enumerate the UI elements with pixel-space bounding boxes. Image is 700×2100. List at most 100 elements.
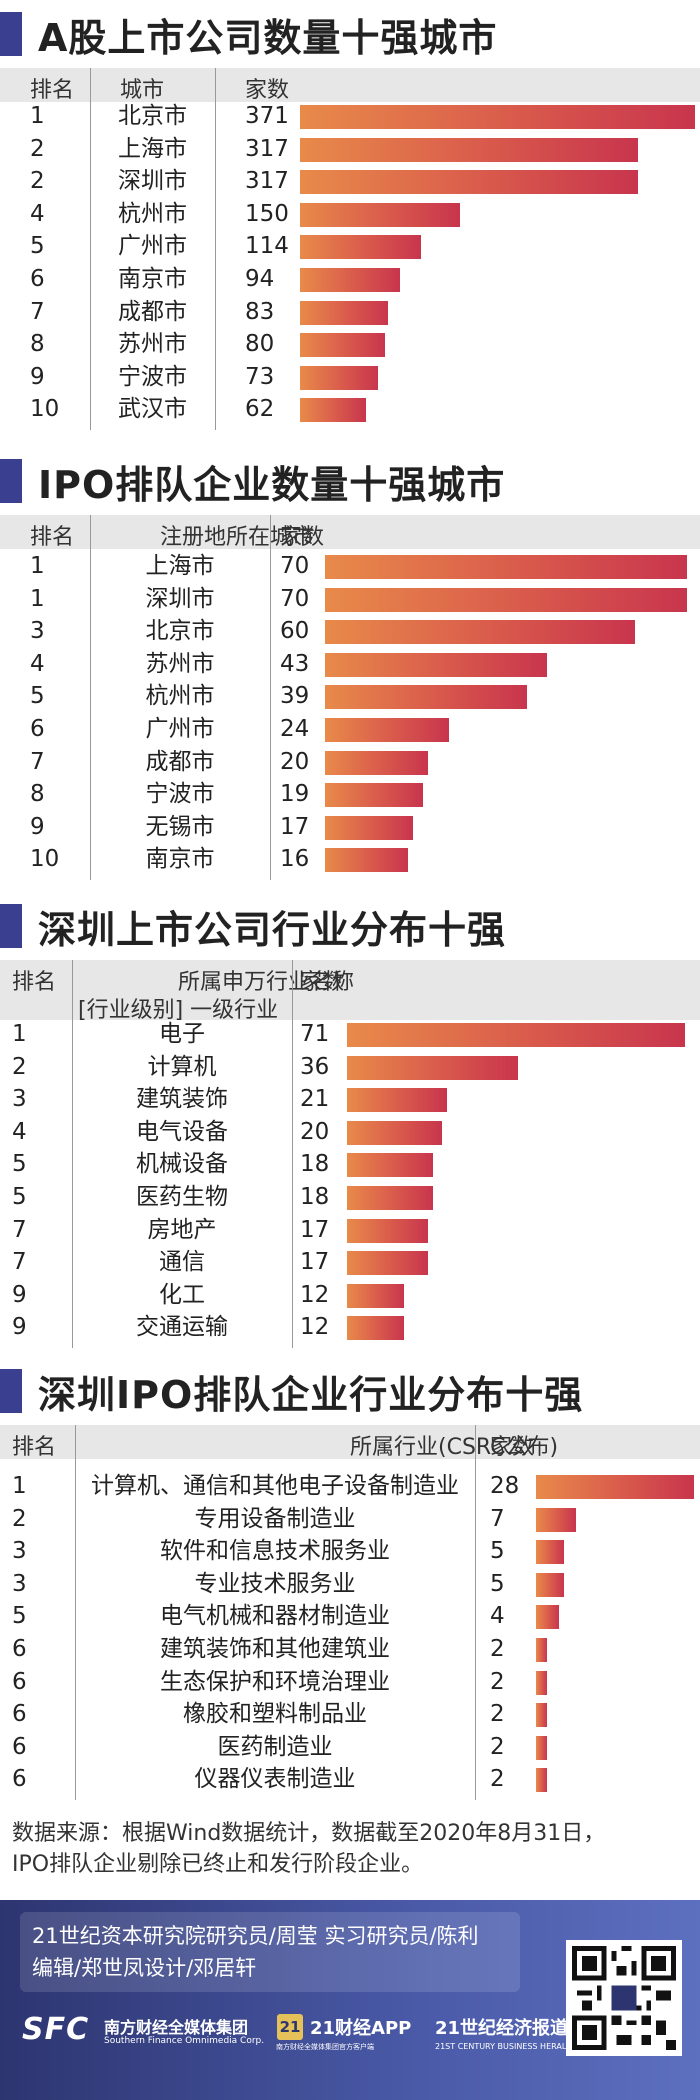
value-label: 317: [245, 135, 289, 162]
rank-cell: 1: [12, 1021, 27, 1047]
rank-cell: 3: [12, 1570, 27, 1597]
bar-mark: [347, 1186, 433, 1210]
bar-mark: [347, 1283, 405, 1308]
value-label: 2: [490, 1733, 505, 1760]
column-divider: [90, 515, 91, 880]
rank-cell: 5: [12, 1603, 27, 1630]
table-row: 7 成都市 20: [0, 746, 700, 778]
value-label: 73: [245, 363, 275, 390]
sfc-name-en: Southern Finance Omnimedia Corp.: [104, 2036, 265, 2046]
category-label: 杭州市: [145, 683, 215, 710]
value-label: 60: [280, 618, 310, 645]
category-label: 电气机械和器材制造业: [160, 1603, 390, 1630]
category-label: 电子: [159, 1021, 205, 1047]
table-row: 1 深圳市 70: [0, 583, 700, 615]
value-label: 17: [300, 1249, 330, 1276]
bar-mark: [536, 1670, 548, 1695]
header-name: 注册地所在城市: [160, 525, 315, 550]
credit-line-2: 编辑/郑世凤设计/邓居轩: [32, 1956, 257, 1980]
bar-mark: [325, 555, 687, 579]
category-label: 苏州市: [118, 331, 187, 358]
table-header-row: 排名 注册地所在城市 家数: [0, 515, 700, 550]
herald-name-en: 21ST CENTURY BUSINESS HERALD: [435, 2042, 573, 2051]
category-label: 成都市: [118, 298, 187, 325]
header-count: 家数: [245, 78, 290, 103]
value-label: 62: [245, 396, 275, 423]
bar-mark: [300, 105, 695, 129]
category-label: 交通运输: [136, 1314, 228, 1341]
header-count: 家数: [300, 970, 345, 995]
rank-cell: 5: [12, 1184, 27, 1210]
header-name: 城市: [120, 78, 165, 103]
category-label: 化工: [159, 1281, 205, 1308]
bar-mark: [300, 170, 638, 195]
bar-mark: [536, 1540, 565, 1565]
table-row: 2 上海市 317: [0, 133, 700, 165]
rank-cell: 3: [12, 1086, 27, 1113]
category-label: 上海市: [118, 135, 187, 162]
bar-mark: [325, 718, 450, 742]
title-accent: [0, 1369, 22, 1413]
header-rank: 排名: [30, 78, 75, 103]
table-row: 6 广州市 24: [0, 713, 700, 745]
category-label: 生态保护和环境治理业: [160, 1668, 390, 1695]
category-label: 深圳市: [118, 168, 187, 195]
value-label: 19: [280, 781, 310, 808]
bar-mark: [325, 783, 424, 808]
header-name: 所属行业(CSRC公布): [350, 1435, 559, 1460]
rank-cell: 6: [30, 716, 45, 742]
category-label: 医药制造业: [217, 1733, 333, 1760]
bar-mark: [536, 1572, 565, 1597]
value-label: 80: [245, 331, 275, 358]
category-label: 北京市: [145, 618, 215, 645]
rank-cell: 2: [30, 135, 45, 162]
value-label: 12: [300, 1314, 330, 1341]
category-label: 仪器仪表制造业: [194, 1766, 356, 1793]
bar-mark: [347, 1251, 428, 1276]
value-label: 5: [490, 1570, 505, 1597]
credit-line-1: 21世纪资本研究院研究员/周莹 实习研究员/陈利: [32, 1924, 479, 1948]
table-row: 7 成都市 83: [0, 296, 700, 328]
bar-mark: [536, 1605, 559, 1630]
bar-mark: [300, 235, 422, 260]
rank-cell: 1: [30, 585, 45, 612]
footer-banner: 21世纪资本研究院研究员/周莹 实习研究员/陈利 编辑/郑世凤设计/邓居轩 SF…: [0, 1900, 700, 2100]
value-label: 21: [300, 1086, 330, 1113]
rank-cell: 5: [30, 233, 45, 260]
rank-cell: 7: [30, 298, 45, 325]
chart-title-bar: 深圳上市公司行业分布十强: [0, 900, 506, 952]
bar-mark: [325, 652, 548, 677]
value-label: 2: [490, 1701, 505, 1728]
bar-mark: [300, 398, 366, 423]
value-label: 36: [300, 1053, 330, 1080]
category-label: 无锡市: [145, 813, 215, 840]
category-label: 计算机、通信和其他电子设备制造业: [91, 1473, 459, 1499]
bar-mark: [325, 815, 413, 840]
value-label: 317: [245, 168, 289, 195]
table-row: 9 化工 12: [0, 1279, 700, 1311]
bar-mark: [300, 333, 386, 358]
column-divider: [292, 960, 293, 1348]
table-row: 2 深圳市 317: [0, 165, 700, 197]
bar-mark: [536, 1768, 548, 1793]
qr-code-icon[interactable]: [566, 1940, 682, 2056]
table-row: 1 计算机、通信和其他电子设备制造业 28: [0, 1470, 700, 1502]
table-row: 5 电气机械和器材制造业 4: [0, 1600, 700, 1632]
chart-title: A股上市公司数量十强城市: [38, 15, 498, 60]
table-row: 3 专业技术服务业 5: [0, 1568, 700, 1600]
value-label: 28: [490, 1473, 520, 1499]
column-divider: [475, 1425, 476, 1800]
table-row: 2 专用设备制造业 7: [0, 1503, 700, 1535]
table-row: 7 通信 17: [0, 1246, 700, 1278]
rank-cell: 7: [12, 1249, 27, 1276]
header-rank: 排名: [12, 1435, 57, 1460]
value-label: 71: [300, 1021, 330, 1047]
table-row: 6 仪器仪表制造业 2: [0, 1763, 700, 1795]
rank-cell: 9: [30, 813, 45, 840]
rank-cell: 4: [12, 1118, 27, 1145]
category-label: 专用设备制造业: [194, 1505, 356, 1532]
bar-mark: [347, 1120, 443, 1145]
app-name: 21财经APP: [310, 2018, 412, 2039]
value-label: 20: [280, 748, 310, 775]
bar-mark: [300, 300, 389, 325]
